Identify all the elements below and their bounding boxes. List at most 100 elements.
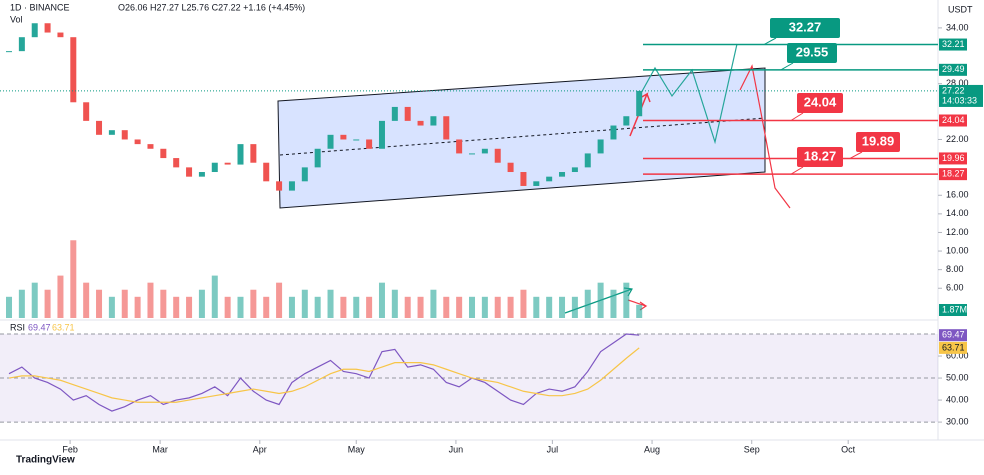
rsi-axis-box (939, 341, 967, 354)
candle (147, 144, 154, 149)
volume-bar (481, 296, 488, 318)
rsi-value: 69.47 (28, 322, 51, 332)
volume-label-box (939, 304, 967, 316)
x-tick-label: Feb (62, 444, 78, 454)
projection-down (739, 64, 791, 209)
volume-bar (237, 296, 244, 318)
volume-bar (173, 296, 180, 318)
candle (456, 139, 463, 154)
x-tick-label: Aug (644, 444, 660, 454)
volume-bar (301, 289, 308, 318)
candle (108, 130, 115, 135)
axis-label-box (939, 63, 967, 76)
rsi-line (8, 333, 640, 412)
rsi-axis-box (939, 329, 967, 342)
y-tick-label: 34.00 (946, 22, 969, 32)
y-tick-label: 30.00 (946, 416, 969, 426)
currency: USDT (948, 4, 973, 14)
symbol: 1D · BINANCE (10, 2, 70, 12)
candle (96, 120, 103, 135)
level-box (797, 147, 843, 167)
candle (353, 139, 360, 141)
rsi-ma-value: 63.71 (52, 322, 75, 332)
x-tick-label: May (348, 444, 366, 454)
candle (443, 116, 450, 140)
axis-label: 29.49 (942, 64, 965, 74)
candle (121, 130, 128, 140)
candle (134, 139, 141, 145)
candle (378, 120, 385, 149)
volume-bar (494, 296, 501, 318)
y-tick-label: 12.00 (946, 227, 969, 237)
axis-label-box (939, 152, 967, 165)
volume-bar (160, 289, 167, 318)
candle (340, 134, 347, 140)
volume-bar (559, 296, 566, 318)
y-tick-label: 40.00 (946, 394, 969, 404)
axis-label-box (939, 168, 967, 181)
x-tick-label: Apr (253, 444, 267, 454)
candle (31, 23, 38, 38)
level-target: 19.89 (862, 133, 895, 148)
volume-bar (147, 282, 154, 318)
volume-bar (533, 296, 540, 318)
volume-bar (636, 304, 643, 318)
level-target: 32.27 (789, 19, 822, 34)
candle (301, 167, 308, 182)
x-tick-label: Oct (841, 444, 856, 454)
candle (198, 172, 205, 177)
volume-bar (404, 296, 411, 318)
axis-label: 24.04 (942, 115, 965, 125)
last-price-box (939, 84, 983, 107)
candle (211, 162, 218, 173)
candle (18, 37, 25, 52)
y-tick-label: 50.00 (946, 372, 969, 382)
axis-label-box (939, 38, 967, 51)
candle (57, 32, 64, 38)
rsi-title: RSI (10, 322, 25, 332)
axis-label: 18.27 (942, 169, 965, 179)
candle (276, 181, 283, 191)
candle (559, 172, 566, 177)
axis-label: 19.96 (942, 153, 965, 163)
volume-bar (340, 296, 347, 318)
y-tick-label: 8.00 (946, 264, 964, 274)
axis-label: 32.21 (942, 39, 965, 49)
candle (44, 23, 51, 33)
volume-bar (597, 282, 604, 318)
candle (494, 148, 501, 163)
y-tick-label: 28.00 (946, 78, 969, 88)
candle (430, 116, 437, 126)
candle (546, 176, 553, 182)
candle (6, 51, 13, 53)
volume-bar (186, 296, 193, 318)
volume-bar (70, 240, 77, 318)
candle (636, 90, 643, 117)
volume-bar (108, 296, 115, 318)
volume-bar (96, 289, 103, 318)
volume-bar (417, 296, 424, 318)
candle (391, 106, 398, 121)
volume-bar (288, 296, 295, 318)
level-box (797, 93, 843, 113)
level-box (770, 18, 840, 38)
candle (404, 106, 411, 121)
volume-bar (469, 296, 476, 318)
volume-bar (83, 282, 90, 318)
axis-label-box (939, 114, 967, 127)
level-box (856, 132, 900, 152)
candle (571, 167, 578, 173)
candle (186, 167, 193, 177)
x-tick-label: Sep (744, 444, 760, 454)
volume-bar (121, 289, 128, 318)
candle (366, 139, 373, 149)
last-price: 27.22 (942, 85, 965, 95)
volume-bar (610, 289, 617, 318)
candle (610, 125, 617, 140)
volume-bar (443, 296, 450, 318)
volume-bar (546, 296, 553, 318)
volume-bar (134, 296, 141, 318)
volume-bar (198, 289, 205, 318)
volume-bar (507, 296, 514, 318)
